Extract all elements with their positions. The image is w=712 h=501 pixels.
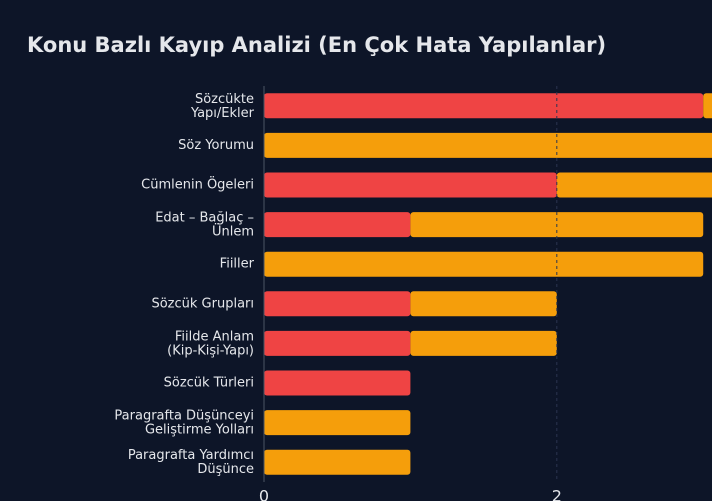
bar-segment: [264, 449, 411, 475]
y-tick-label: Sözcük Türleri: [164, 376, 254, 391]
bar-segment: [264, 93, 704, 119]
bar-segment: [264, 291, 411, 317]
y-tick-label: Cümlenin Ögeleri: [141, 176, 254, 193]
bar-segment: [264, 132, 712, 158]
x-tick-label: 2: [552, 487, 562, 501]
bar-segment: [703, 93, 712, 119]
bar-segment: [264, 212, 411, 238]
y-tick-label: Sözcük Grupları: [151, 296, 254, 311]
bar-segment: [264, 370, 411, 396]
y-tick-label: Söz Yorumu: [178, 138, 254, 153]
bar-segment: [410, 330, 557, 356]
bar-segment: [556, 172, 712, 198]
bar-segment: [264, 330, 411, 356]
y-tick-label: Fiilde Anlam (Kip-Kişi-Yapı): [167, 329, 254, 358]
y-tick-label: Fiiller: [220, 257, 255, 272]
y-tick-label: Paragrafta Düşünceyi Geliştirme Yolları: [114, 408, 254, 437]
plot-area: [264, 93, 712, 475]
y-tick-label: Paragrafta Yardımcı Düşünce: [128, 448, 254, 477]
chart-title: Konu Bazlı Kayıp Analizi (En Çok Hata Ya…: [27, 33, 606, 57]
y-tick-label: Edat – Bağlaç – Ünlem: [155, 210, 254, 239]
x-tick-label: 0: [259, 487, 269, 501]
bar-segment: [264, 251, 704, 277]
y-tick-label: Sözcükte Yapı/Ekler: [190, 91, 255, 120]
bar-segment: [264, 172, 557, 198]
bar-segment: [264, 410, 411, 436]
bar-segment: [410, 291, 557, 317]
